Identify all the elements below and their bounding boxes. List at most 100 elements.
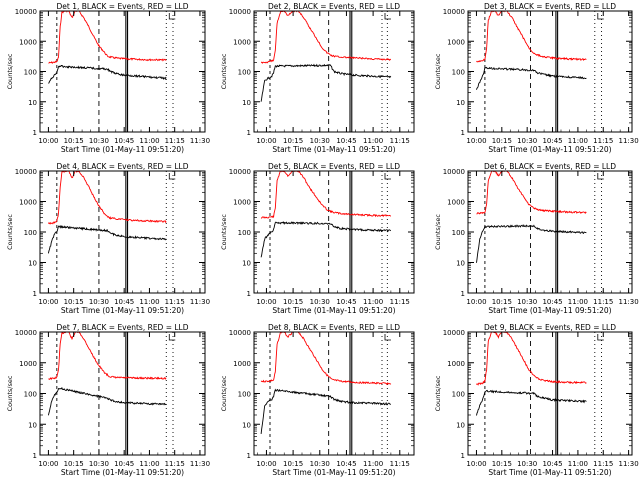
x-tick-label: 11:15 bbox=[390, 298, 410, 306]
events-series-line bbox=[260, 63, 392, 102]
attenuator-marker bbox=[384, 13, 391, 20]
y-tick-label: 10 bbox=[242, 421, 251, 429]
plot-frame bbox=[467, 331, 633, 456]
y-tick-label: 10 bbox=[242, 260, 251, 268]
y-tick-label: 100 bbox=[238, 229, 251, 237]
panel-title: Det 3, BLACK = Events, RED = LLD bbox=[484, 2, 616, 11]
x-tick-label: 11:30 bbox=[190, 298, 210, 306]
panel-title: Det 9, BLACK = Events, RED = LLD bbox=[484, 323, 616, 332]
y-tick-label: 1 bbox=[247, 452, 251, 460]
x-tick-label: 10:00 bbox=[256, 298, 276, 306]
y-tick-label: 10 bbox=[456, 260, 465, 268]
x-tick-label: 10:30 bbox=[89, 460, 109, 468]
x-tick-label: 10:15 bbox=[64, 298, 84, 306]
y-tick-label: 1000 bbox=[19, 199, 37, 207]
y-axis-label: Counts/sec bbox=[434, 53, 442, 89]
detector-panel-8: 1 10 100 1000 10000 10:00 10:15 10:30 10:45 11:00… bbox=[220, 323, 415, 477]
x-tick-label: 10:15 bbox=[492, 460, 512, 468]
x-tick-label: 11:15 bbox=[593, 298, 613, 306]
lld-series-line bbox=[48, 332, 167, 381]
panel-title: Det 1, BLACK = Events, RED = LLD bbox=[56, 2, 188, 11]
x-tick-label: 11:00 bbox=[139, 137, 159, 145]
lld-series-line bbox=[48, 171, 167, 225]
x-tick-label: 11:15 bbox=[593, 137, 613, 145]
y-tick-label: 1 bbox=[247, 129, 251, 137]
y-tick-label: 1 bbox=[461, 290, 465, 298]
y-axis-label: Counts/sec bbox=[434, 214, 442, 250]
attenuator-marker bbox=[597, 13, 604, 20]
x-tick-label: 11:00 bbox=[363, 460, 383, 468]
x-tick-label: 10:00 bbox=[38, 298, 58, 306]
x-tick-label: 10:30 bbox=[310, 460, 330, 468]
attenuator-marker bbox=[384, 334, 391, 341]
panel-title: Det 4, BLACK = Events, RED = LLD bbox=[56, 162, 188, 171]
x-tick-label: 10:30 bbox=[89, 298, 109, 306]
x-tick-label: 10:15 bbox=[283, 460, 303, 468]
x-tick-label: 10:30 bbox=[517, 137, 537, 145]
x-tick-label: 11:30 bbox=[619, 298, 639, 306]
x-tick-label: 11:30 bbox=[190, 460, 210, 468]
y-tick-label: 10 bbox=[28, 99, 37, 107]
y-tick-label: 10000 bbox=[229, 168, 251, 176]
x-axis-label: Start Time (01-May-11 09:51:20) bbox=[61, 468, 184, 477]
x-tick-label: 10:00 bbox=[38, 137, 58, 145]
y-tick-label: 100 bbox=[238, 69, 251, 77]
x-tick-label: 10:15 bbox=[64, 460, 84, 468]
lld-series-line bbox=[260, 332, 392, 386]
panel-title: Det 7, BLACK = Events, RED = LLD bbox=[56, 323, 188, 332]
plot-frame bbox=[39, 170, 206, 294]
plot-frame bbox=[39, 10, 206, 133]
y-tick-label: 1000 bbox=[19, 38, 37, 46]
y-axis-label: Counts/sec bbox=[6, 375, 14, 411]
y-tick-label: 10000 bbox=[443, 8, 465, 16]
attenuator-marker bbox=[384, 173, 391, 180]
x-tick-label: 11:00 bbox=[363, 137, 383, 145]
plot-frame bbox=[467, 10, 633, 133]
x-tick-label: 10:45 bbox=[114, 298, 134, 306]
y-tick-label: 1 bbox=[247, 290, 251, 298]
x-tick-label: 10:30 bbox=[310, 298, 330, 306]
detector-panel-7: 1 10 100 1000 10000 10:00 10:15 10:30 10:45 11:00… bbox=[6, 323, 210, 477]
lld-series-line bbox=[260, 171, 392, 219]
events-series-line bbox=[476, 224, 587, 263]
y-tick-label: 10000 bbox=[15, 168, 37, 176]
y-tick-label: 1 bbox=[461, 129, 465, 137]
x-tick-label: 10:15 bbox=[283, 298, 303, 306]
x-axis-label: Start Time (01-May-11 09:51:20) bbox=[272, 145, 395, 154]
y-tick-label: 10 bbox=[456, 99, 465, 107]
y-tick-label: 10000 bbox=[15, 8, 37, 16]
x-tick-label: 11:15 bbox=[165, 460, 185, 468]
x-tick-label: 10:45 bbox=[336, 460, 356, 468]
y-tick-label: 1000 bbox=[447, 38, 465, 46]
y-tick-label: 100 bbox=[452, 69, 465, 77]
lld-series-line bbox=[476, 332, 587, 386]
y-tick-label: 1 bbox=[33, 129, 37, 137]
y-tick-label: 10000 bbox=[229, 329, 251, 337]
detector-panel-4: 1 10 100 1000 10000 10:00 10:15 10:30 10:45 11:00… bbox=[6, 162, 210, 315]
x-tick-label: 10:45 bbox=[542, 137, 562, 145]
y-tick-label: 1000 bbox=[447, 360, 465, 368]
y-tick-label: 10 bbox=[456, 421, 465, 429]
x-tick-label: 11:15 bbox=[165, 298, 185, 306]
y-tick-label: 1000 bbox=[447, 199, 465, 207]
lld-series-line bbox=[48, 11, 167, 64]
x-axis-label: Start Time (01-May-11 09:51:20) bbox=[488, 145, 611, 154]
attenuator-marker bbox=[168, 173, 176, 180]
events-series-line bbox=[48, 65, 167, 84]
x-axis-label: Start Time (01-May-11 09:51:20) bbox=[272, 468, 395, 477]
attenuator-marker bbox=[168, 13, 176, 20]
x-tick-label: 10:45 bbox=[114, 137, 134, 145]
detector-panel-5: 1 10 100 1000 10000 10:00 10:15 10:30 10:45 11:00… bbox=[220, 162, 415, 315]
events-series-line bbox=[47, 224, 167, 254]
y-tick-label: 1000 bbox=[233, 360, 251, 368]
events-series-line bbox=[260, 221, 392, 258]
detector-panel-1: 1 10 100 1000 10000 10:00 10:15 10:30 10:45 11:00… bbox=[6, 2, 210, 154]
attenuator-marker bbox=[597, 334, 604, 341]
x-tick-label: 10:45 bbox=[542, 298, 562, 306]
x-tick-label: 10:30 bbox=[517, 460, 537, 468]
x-axis-label: Start Time (01-May-11 09:51:20) bbox=[61, 145, 184, 154]
x-tick-label: 11:00 bbox=[568, 298, 588, 306]
detector-panel-2: 1 10 100 1000 10000 10:00 10:15 10:30 10:45 11:00… bbox=[220, 2, 415, 154]
detector-panel-6: 1 10 100 1000 10000 10:00 10:15 10:30 10:45 11:00… bbox=[434, 162, 639, 315]
x-tick-label: 10:15 bbox=[492, 298, 512, 306]
